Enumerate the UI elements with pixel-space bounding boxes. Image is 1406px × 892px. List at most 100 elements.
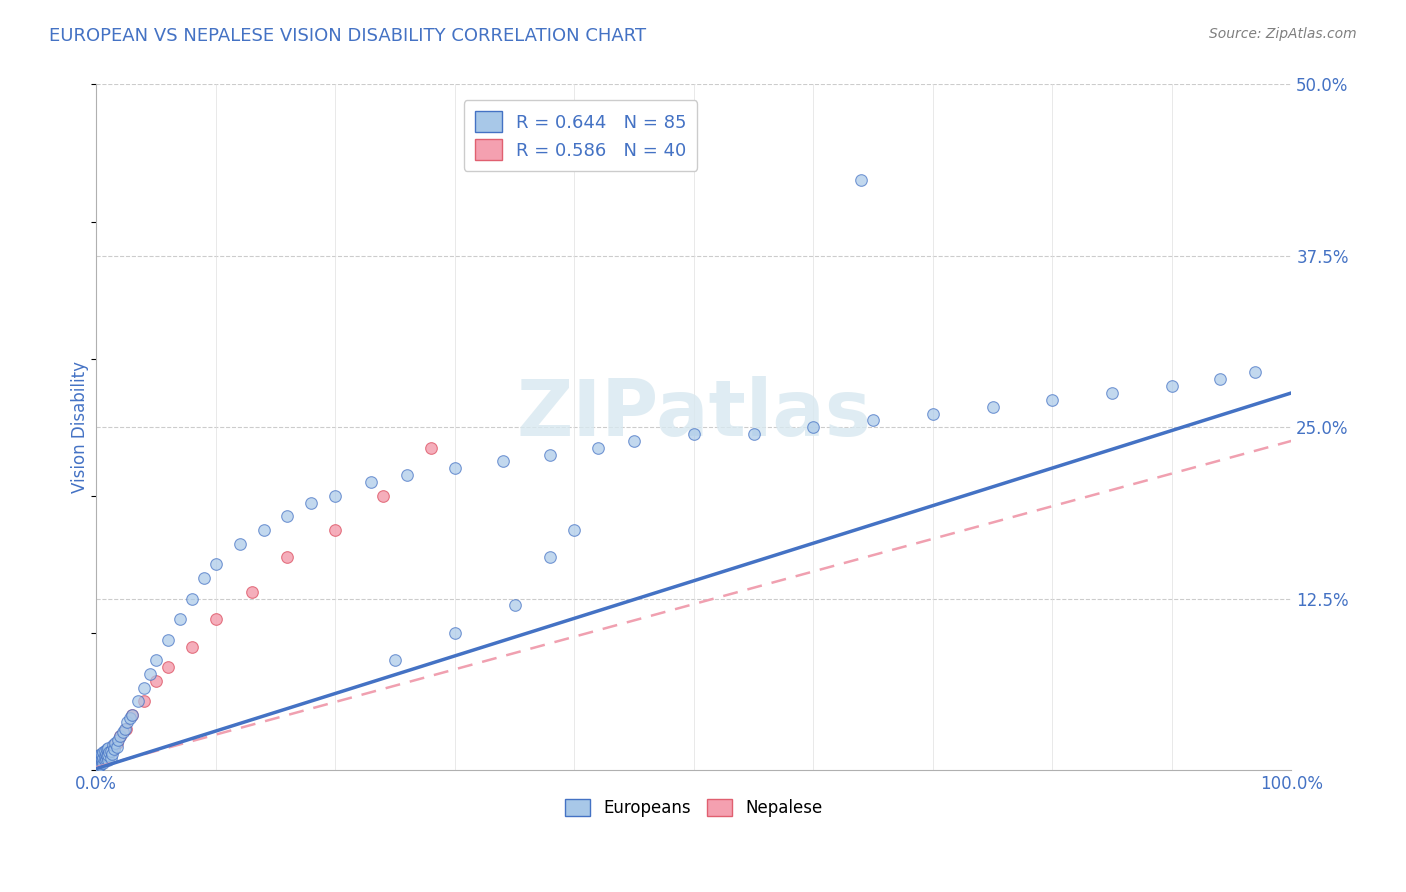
Point (91, 747, 114, 762)
Point (1101, 386, 1123, 401)
Point (93, 747, 115, 761)
Point (89, 756, 111, 771)
Point (121, 708, 143, 723)
Point (87, 753, 110, 767)
Point (104, 735, 127, 749)
Point (100, 744, 122, 758)
Point (87, 755, 110, 769)
Point (419, 441, 441, 455)
Point (276, 550, 298, 565)
Point (1208, 372, 1230, 386)
Point (89, 749, 111, 764)
Point (127, 694, 149, 708)
Point (86, 753, 108, 767)
Point (371, 489, 394, 503)
Point (538, 448, 561, 462)
Point (443, 461, 465, 475)
Point (90, 756, 112, 771)
Point (503, 599, 526, 613)
Point (86, 760, 108, 774)
Point (93, 755, 115, 769)
Point (100, 742, 122, 756)
Point (156, 632, 179, 647)
Point (100, 744, 122, 758)
Point (981, 400, 1004, 414)
Point (86, 759, 108, 773)
Point (132, 694, 155, 708)
Point (1040, 392, 1063, 407)
Point (97, 747, 120, 762)
Point (93, 752, 115, 766)
Point (105, 739, 128, 754)
Point (180, 640, 202, 654)
Point (97, 741, 120, 756)
Point (562, 523, 585, 537)
Point (145, 673, 167, 688)
Point (180, 591, 202, 606)
Point (91, 753, 114, 767)
Point (114, 722, 136, 736)
Point (86, 757, 108, 772)
Point (98, 747, 121, 761)
Point (443, 626, 465, 640)
Point (360, 475, 382, 489)
Point (1160, 379, 1182, 393)
Point (93, 749, 115, 764)
Point (100, 747, 122, 761)
Point (801, 420, 824, 434)
Point (97, 753, 120, 767)
Point (623, 434, 645, 448)
Point (169, 612, 191, 626)
Point (204, 558, 226, 572)
Point (87, 757, 110, 772)
Point (96, 749, 118, 764)
Point (93, 756, 115, 771)
Point (111, 724, 134, 739)
Text: ZIPatlas: ZIPatlas (516, 376, 872, 451)
Point (94, 752, 117, 766)
Point (299, 495, 322, 509)
Point (93, 744, 115, 758)
Point (91, 749, 114, 764)
Point (117, 714, 139, 729)
Point (87, 747, 110, 762)
Point (94, 747, 117, 761)
Point (240, 584, 263, 599)
Legend: Europeans, Nepalese: Europeans, Nepalese (558, 792, 830, 823)
Point (91, 752, 114, 766)
Point (87, 756, 110, 771)
Point (849, 173, 872, 187)
Point (276, 509, 298, 524)
Point (97, 750, 120, 764)
Point (101, 739, 124, 753)
Point (228, 537, 250, 551)
Point (108, 729, 131, 743)
Point (89, 757, 111, 772)
Point (90, 753, 112, 767)
Point (87, 759, 110, 773)
Point (93, 750, 115, 764)
Point (139, 667, 162, 681)
Point (86, 755, 108, 769)
Point (204, 612, 226, 626)
Point (90, 752, 112, 766)
Point (89, 753, 111, 767)
Text: Source: ZipAtlas.com: Source: ZipAtlas.com (1209, 27, 1357, 41)
Point (86, 756, 108, 771)
Point (118, 711, 141, 725)
Point (132, 681, 155, 695)
Point (89, 752, 111, 766)
Point (103, 742, 125, 756)
Text: EUROPEAN VS NEPALESE VISION DISABILITY CORRELATION CHART: EUROPEAN VS NEPALESE VISION DISABILITY C… (49, 27, 647, 45)
Point (90, 755, 112, 769)
Point (1244, 365, 1267, 379)
Point (103, 739, 125, 753)
Point (156, 660, 179, 674)
Point (538, 550, 561, 565)
Point (98, 745, 121, 759)
Point (862, 413, 884, 427)
Point (87, 752, 110, 766)
Point (193, 571, 215, 585)
Point (87, 750, 110, 764)
Point (121, 708, 143, 723)
